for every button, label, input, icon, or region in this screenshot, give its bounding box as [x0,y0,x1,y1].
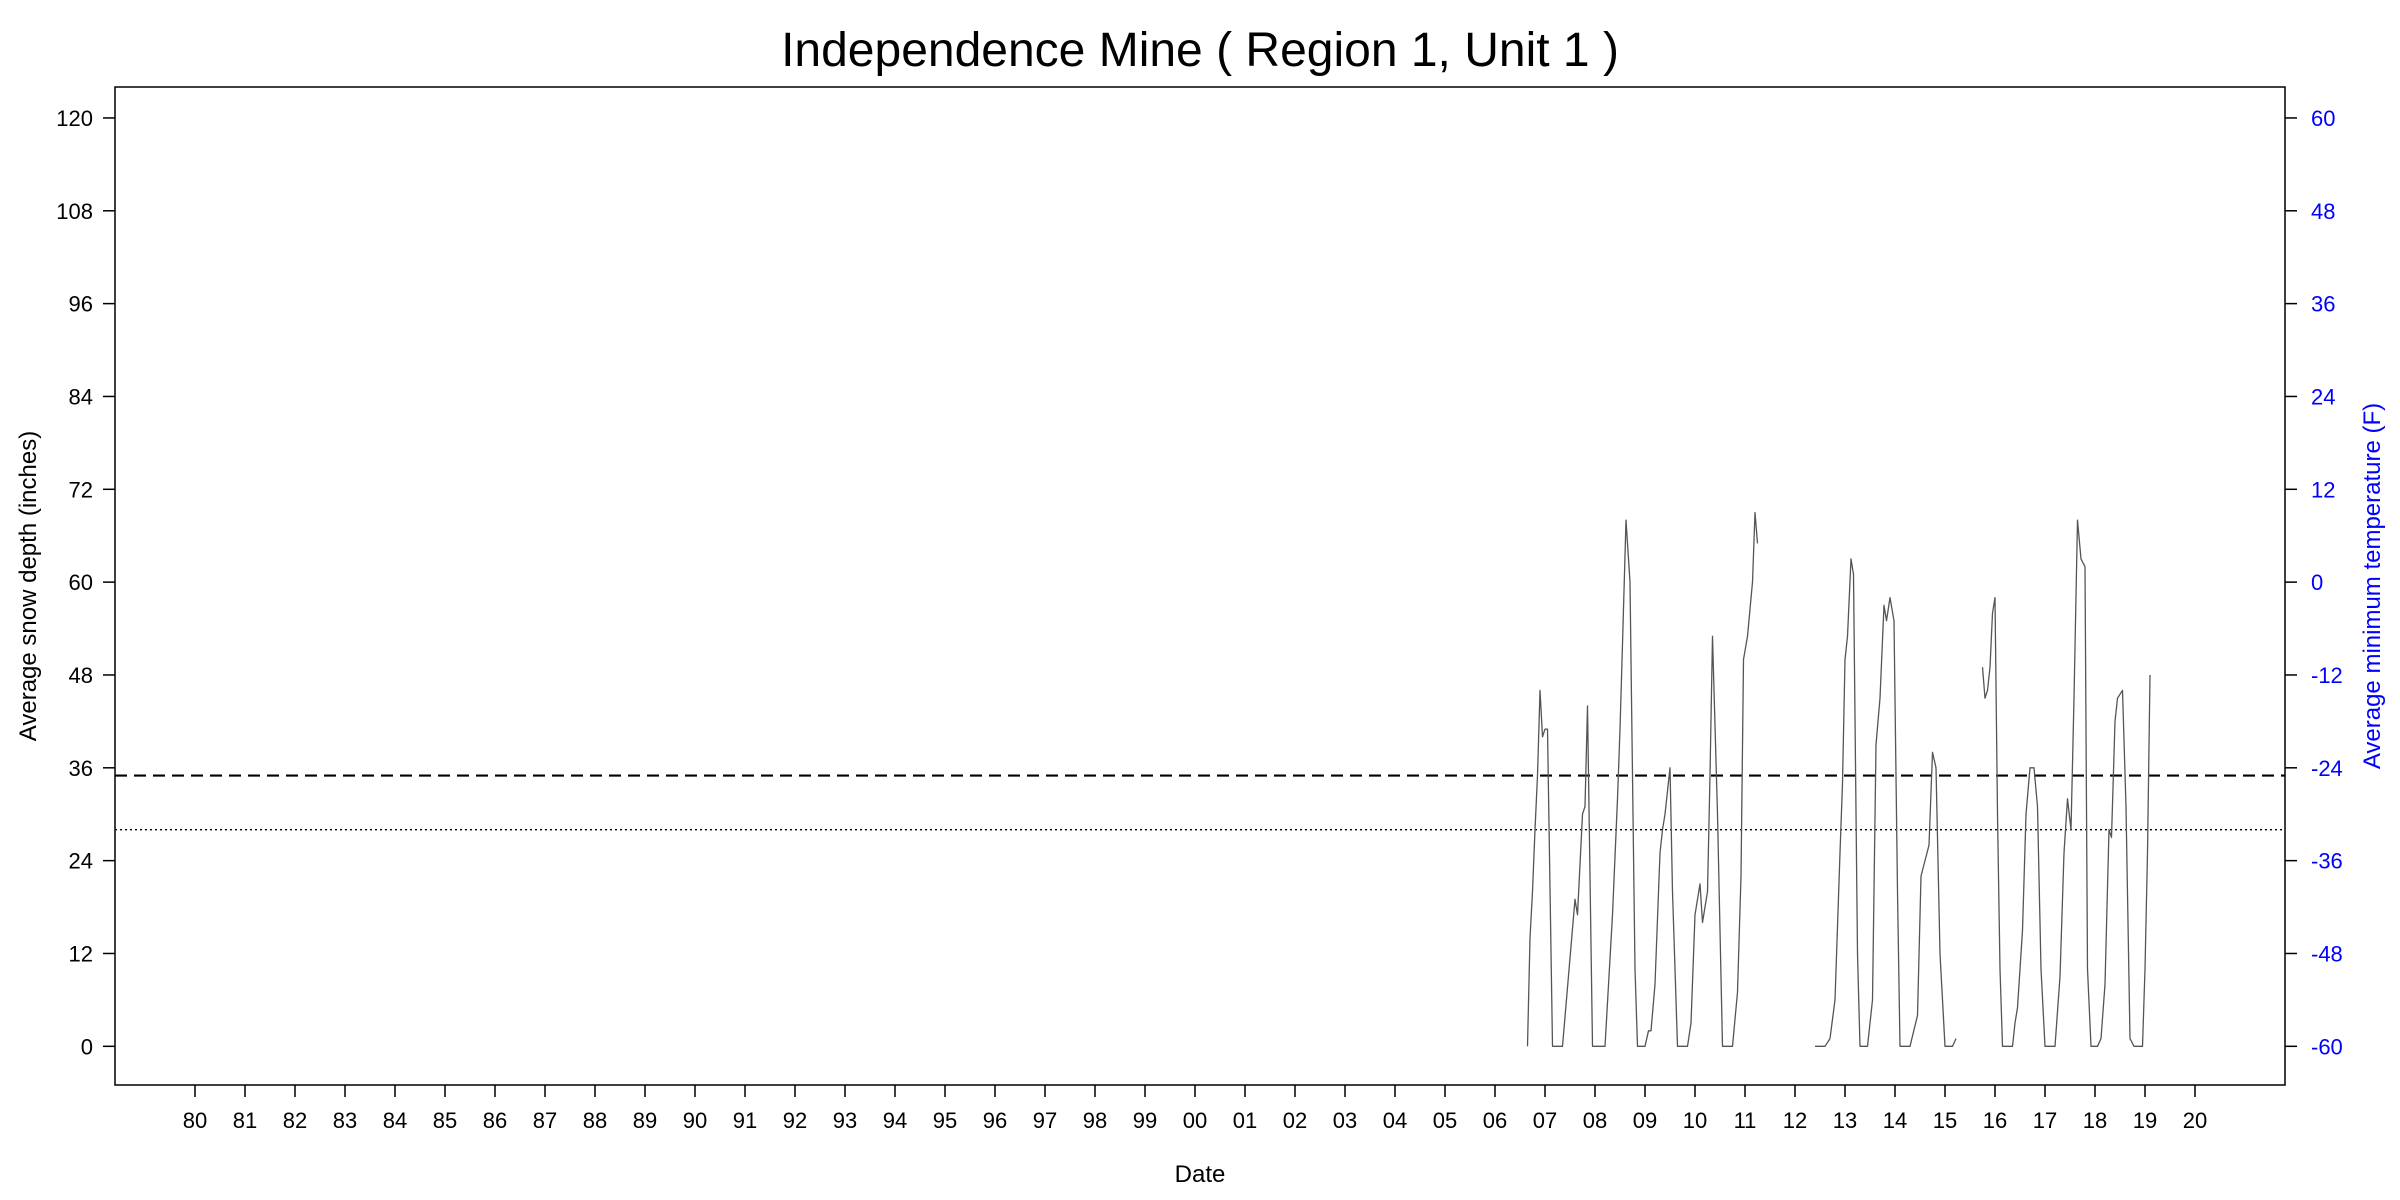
chart-title: Independence Mine ( Region 1, Unit 1 ) [781,24,1619,77]
right-y-tick-label: 60 [2311,106,2335,131]
x-tick-label: 97 [1033,1108,1057,1133]
x-tick-label: 02 [1283,1108,1307,1133]
left-y-tick-label: 120 [56,106,93,131]
left-y-tick-label: 84 [69,384,93,409]
x-tick-label: 17 [2033,1108,2057,1133]
x-tick-label: 09 [1633,1108,1657,1133]
x-tick-label: 01 [1233,1108,1257,1133]
x-tick-label: 13 [1833,1108,1857,1133]
x-tick-label: 89 [633,1108,657,1133]
x-tick-label: 85 [433,1108,457,1133]
left-y-tick-label: 12 [69,941,93,966]
reference-lines [115,774,2285,831]
left-y-tick-label: 0 [81,1034,93,1059]
x-tick-label: 98 [1083,1108,1107,1133]
x-tick-label: 16 [1983,1108,2007,1133]
snow-depth-series-line [1815,558,1957,1047]
right-y-tick-label: -36 [2311,849,2343,874]
x-tick-label: 11 [1734,1108,1757,1133]
x-tick-label: 10 [1683,1108,1707,1133]
x-axis: 80 81 82 83 84 85 86 87 88 89 90 91 92 93 94 95 96 97 98 99… [183,1085,2207,1133]
x-tick-label: 94 [883,1108,907,1133]
plot-frame [114,86,2286,1086]
right-y-tick-label: -60 [2311,1034,2343,1059]
x-tick-label: 81 [233,1108,257,1133]
snow-depth-series-line [1981,519,2151,1047]
right-y-tick-label: -48 [2311,941,2343,966]
x-tick-label: 06 [1483,1108,1507,1133]
x-tick-label: 14 [1883,1108,1907,1133]
snow-depth-series-line [1526,511,1759,1047]
left-y-tick-label: 48 [69,663,93,688]
x-tick-label: 87 [533,1108,557,1133]
right-y-tick-label: 0 [2311,570,2323,595]
x-tick-label: 20 [2183,1108,2207,1133]
x-tick-label: 07 [1533,1108,1557,1133]
x-tick-label: 80 [183,1108,207,1133]
left-y-tick-label: 24 [69,849,93,874]
x-tick-label: 84 [383,1108,407,1133]
left-y-tick-label: 108 [56,199,93,224]
right-y-tick-label: 36 [2311,292,2335,317]
right-y-axis: -60 -48 -36 -24 -12 0 12 24 36 48 60 [2285,106,2343,1059]
right-y-tick-label: 24 [2311,384,2335,409]
right-y-tick-label: -24 [2311,756,2343,781]
x-tick-label: 86 [483,1108,507,1133]
left-y-tick-label: 36 [69,756,93,781]
x-tick-label: 05 [1433,1108,1457,1133]
x-tick-label: 90 [683,1108,707,1133]
y-axis-label-left: Average snow depth (inches) [15,431,42,741]
left-y-axis: 0 12 24 36 48 60 72 84 96 108 120 [56,106,115,1059]
right-y-tick-label: 12 [2311,477,2335,502]
y-axis-label-right: Average minimum temperature (F) [2359,403,2386,769]
left-y-tick-label: 96 [69,292,93,317]
left-y-tick-label: 60 [69,570,93,595]
x-tick-label: 91 [733,1108,757,1133]
x-tick-label: 88 [583,1108,607,1133]
x-tick-label: 95 [933,1108,957,1133]
right-y-tick-label: 48 [2311,199,2335,224]
right-y-tick-label: -12 [2311,663,2343,688]
x-tick-label: 19 [2133,1108,2157,1133]
x-tick-label: 82 [283,1108,307,1133]
x-tick-label: 93 [833,1108,857,1133]
x-tick-label: 92 [783,1108,807,1133]
left-y-tick-label: 72 [69,477,93,502]
x-tick-label: 83 [333,1108,357,1133]
x-axis-label: Date [1175,1161,1226,1188]
x-tick-label: 18 [2083,1108,2107,1133]
x-tick-label: 08 [1583,1108,1607,1133]
x-tick-label: 04 [1383,1108,1407,1133]
x-tick-label: 00 [1183,1108,1207,1133]
x-tick-label: 03 [1333,1108,1357,1133]
x-tick-label: 12 [1783,1108,1807,1133]
x-tick-label: 15 [1933,1108,1957,1133]
x-tick-label: 96 [983,1108,1007,1133]
x-tick-label: 99 [1133,1108,1157,1133]
series-layer [1526,511,2151,1047]
